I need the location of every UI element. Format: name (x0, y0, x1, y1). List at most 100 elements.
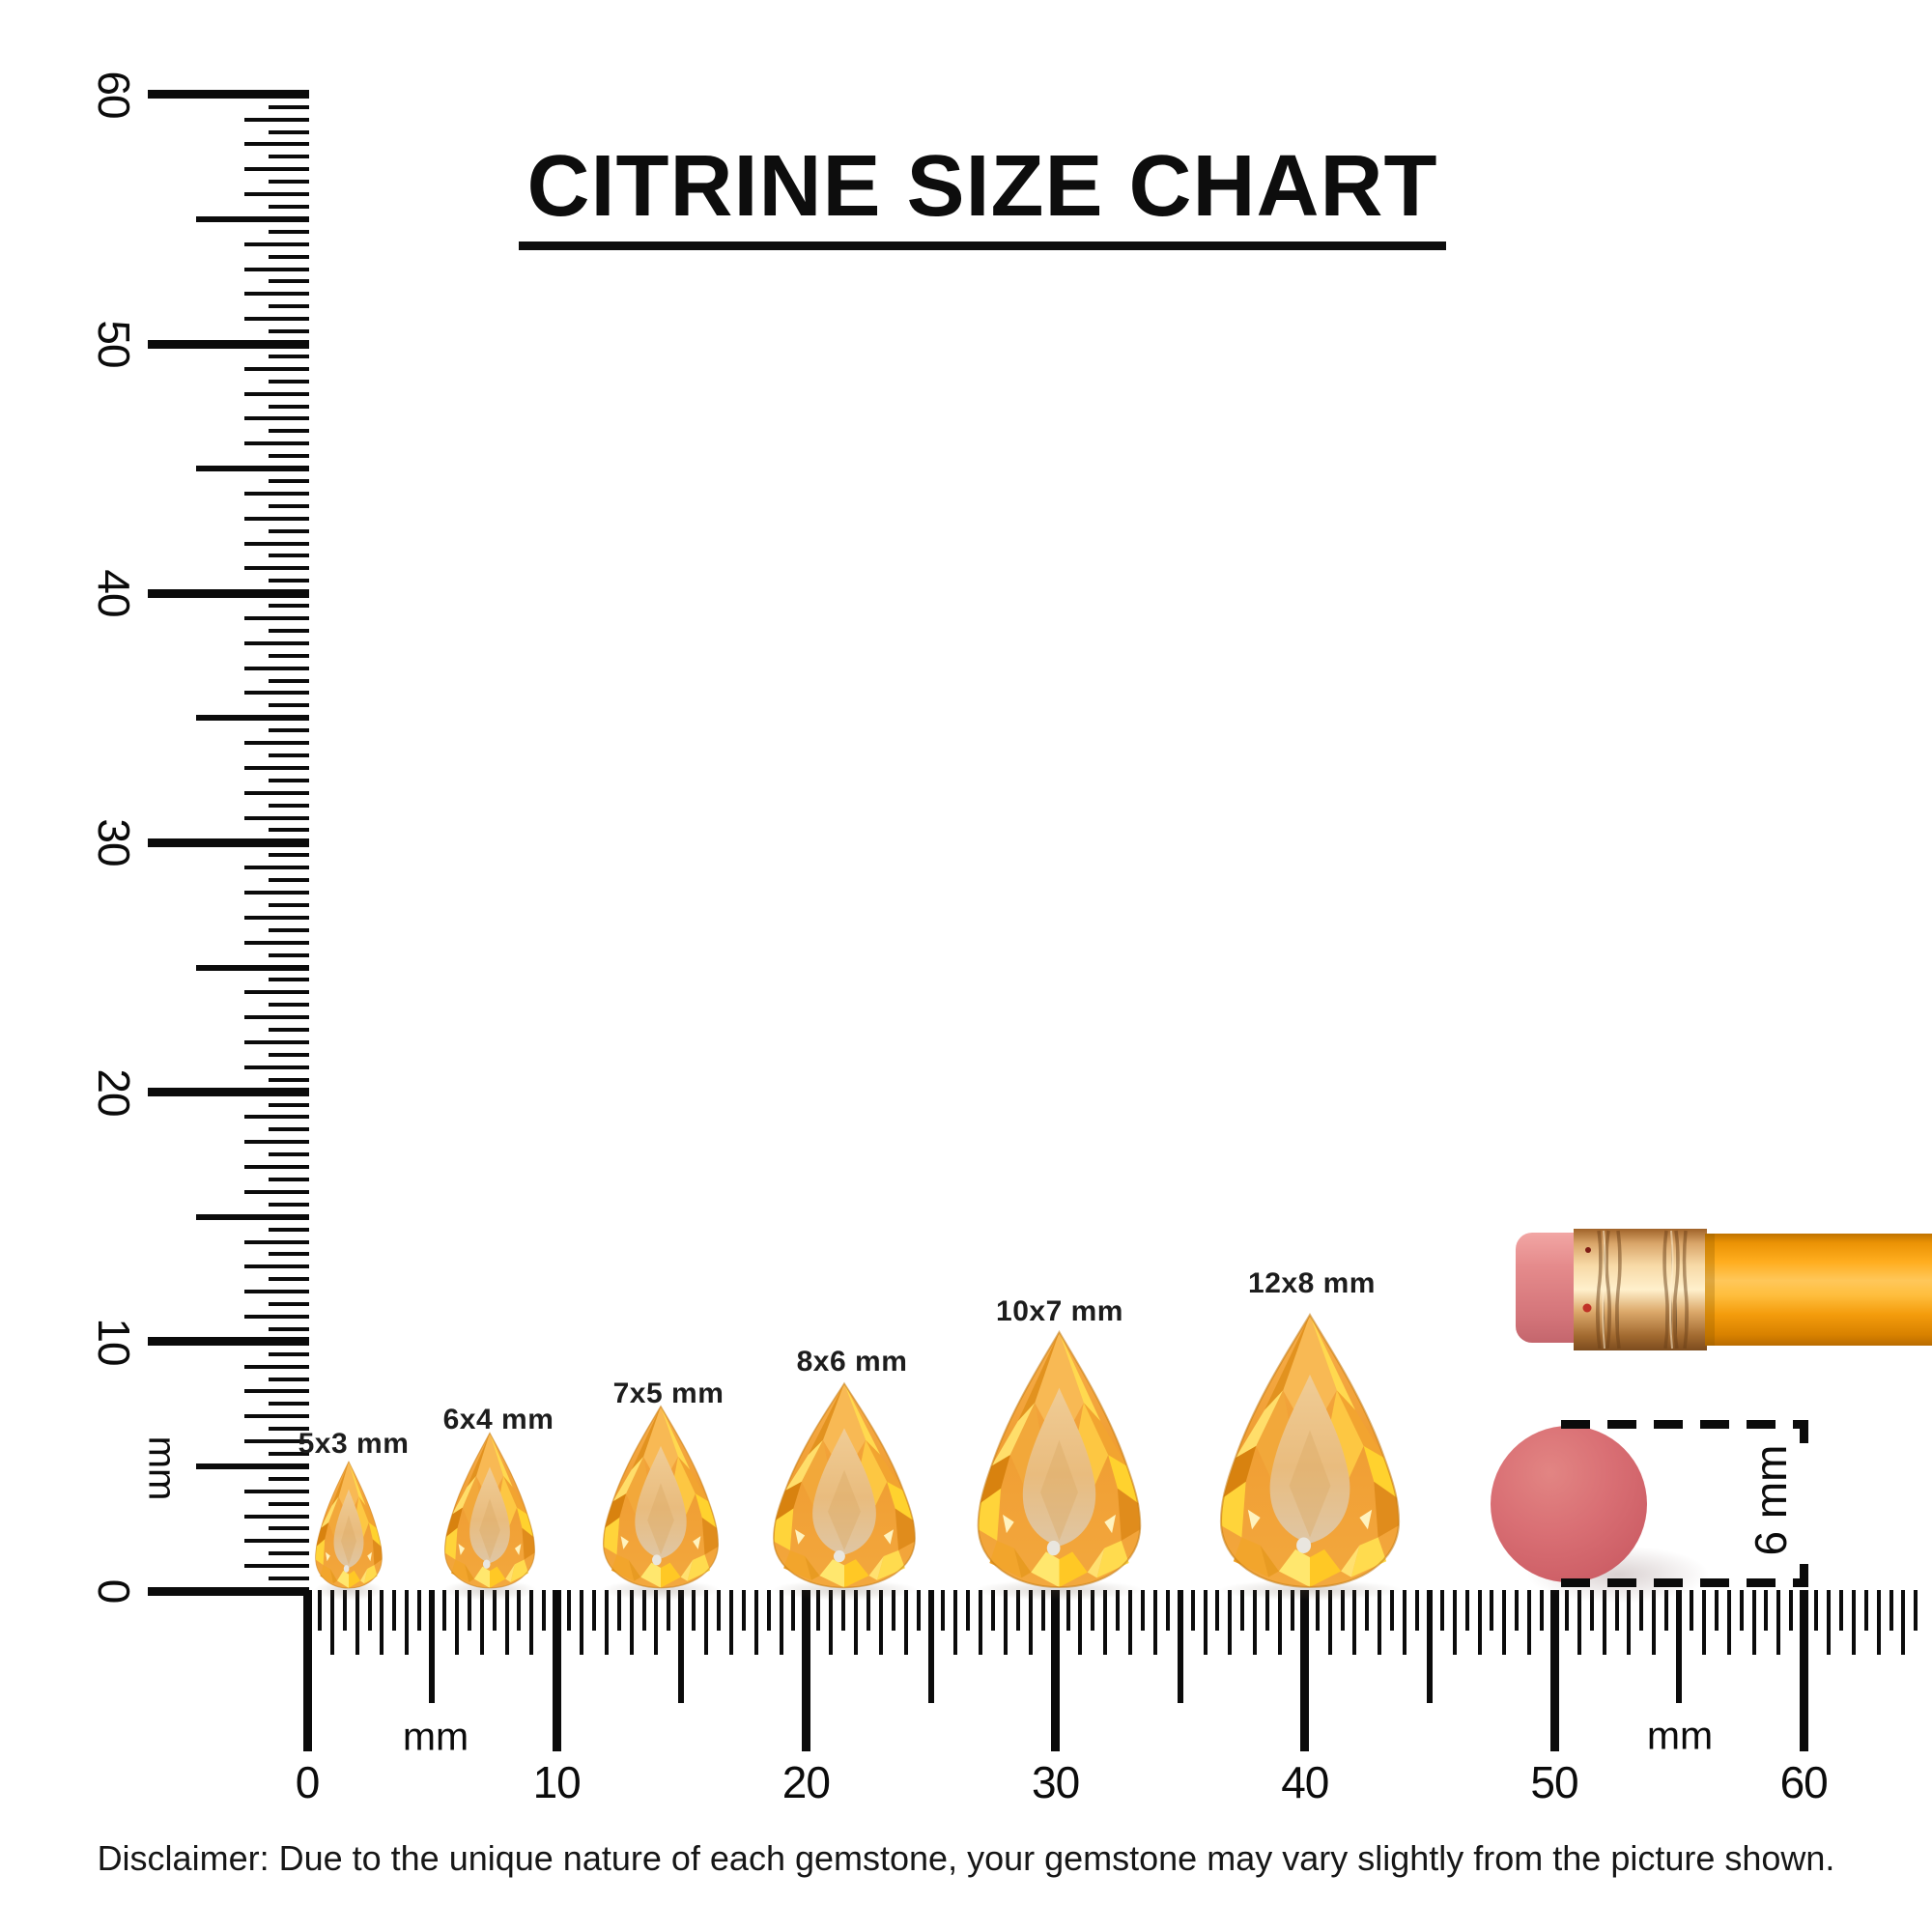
left-ruler-tick (269, 853, 309, 858)
left-ruler-tick (244, 741, 309, 746)
left-ruler-tick (196, 1213, 309, 1220)
left-ruler-tick (244, 790, 309, 795)
left-ruler-tick (269, 927, 309, 932)
bottom-ruler-tick (1051, 1590, 1061, 1751)
bottom-ruler-tick (667, 1590, 671, 1631)
ferrule-dot-large (1582, 1303, 1592, 1313)
bottom-ruler-tick (1614, 1590, 1619, 1631)
left-ruler-tick (244, 891, 309, 895)
left-ruler-tick (269, 379, 309, 384)
bottom-ruler-tick (616, 1590, 621, 1631)
left-ruler-tick (244, 366, 309, 371)
left-ruler-number: 30 (89, 818, 139, 867)
bottom-ruler-tick (1390, 1590, 1395, 1631)
left-ruler-tick (269, 628, 309, 633)
bottom-ruler-tick (903, 1590, 908, 1655)
bottom-ruler-tick (1028, 1590, 1033, 1655)
left-ruler-tick (148, 90, 309, 99)
bottom-ruler-tick (567, 1590, 572, 1631)
left-ruler-tick (269, 155, 309, 159)
left-ruler-tick (148, 1337, 309, 1347)
bottom-ruler-tick (704, 1590, 709, 1655)
left-ruler-tick (269, 129, 309, 134)
left-ruler-number: 40 (89, 569, 139, 617)
bottom-ruler-number: 30 (1032, 1757, 1080, 1807)
gem-shadow (314, 1579, 384, 1601)
bottom-ruler-tick (1378, 1590, 1382, 1655)
measure-line-top (1561, 1420, 1808, 1429)
gem-7x5mm (602, 1406, 720, 1589)
bottom-ruler-tick (492, 1590, 497, 1631)
left-ruler-tick (244, 516, 309, 521)
left-ruler-tick (269, 180, 309, 185)
left-ruler-number: 20 (89, 1068, 139, 1117)
left-ruler-tick (269, 604, 309, 609)
bottom-ruler-tick (1140, 1590, 1145, 1631)
gem-shadow (974, 1579, 1144, 1601)
bottom-ruler-tick (1814, 1590, 1819, 1631)
bottom-ruler-tick (1403, 1590, 1407, 1655)
left-ruler-tick (269, 1427, 309, 1432)
left-ruler-tick (148, 1088, 309, 1097)
left-ruler-tick (244, 491, 309, 496)
gem-size-label: 6x4 mm (442, 1404, 554, 1435)
left-ruler-tick (244, 1564, 309, 1569)
bottom-ruler-tick (717, 1590, 722, 1631)
bottom-ruler-tick (829, 1590, 834, 1655)
ferrule-crimp-lines (1595, 1230, 1690, 1350)
bottom-ruler-tick (1464, 1590, 1469, 1631)
left-ruler-tick (244, 765, 309, 770)
bottom-ruler-tick (1577, 1590, 1581, 1655)
left-ruler-number: 50 (89, 320, 139, 368)
bottom-ruler-unit-label-right: mm (1646, 1713, 1714, 1758)
bottom-ruler-number: 50 (1530, 1757, 1578, 1807)
bottom-ruler-tick (1116, 1590, 1121, 1631)
measure-stub-bottom (1800, 1564, 1808, 1587)
gem-10x7mm (977, 1330, 1141, 1589)
ferrule-dot-small (1585, 1247, 1591, 1253)
left-ruler-tick (244, 566, 309, 571)
left-ruler-tick (269, 279, 309, 284)
left-ruler-tick (244, 616, 309, 621)
bottom-ruler-tick (1439, 1590, 1444, 1631)
bottom-ruler-tick (1901, 1590, 1906, 1655)
bottom-ruler-tick (1527, 1590, 1532, 1655)
bottom-ruler-tick (1515, 1590, 1520, 1631)
left-ruler-tick (269, 1177, 309, 1181)
bottom-ruler-tick (1128, 1590, 1133, 1655)
left-ruler-tick (244, 317, 309, 322)
gem-size-label: 7x5 mm (612, 1378, 724, 1409)
bottom-ruler-tick (1365, 1590, 1370, 1631)
bottom-ruler-tick (1414, 1590, 1419, 1631)
bottom-ruler-tick (1776, 1590, 1781, 1655)
left-ruler-tick (244, 1364, 309, 1369)
left-ruler-tick (269, 254, 309, 259)
left-ruler-tick (269, 1351, 309, 1356)
eraser-dot (1491, 1426, 1647, 1582)
bottom-ruler-tick (801, 1590, 810, 1751)
left-ruler-tick (244, 1065, 309, 1069)
pencil-body-edge-shadow (1705, 1234, 1715, 1346)
bottom-ruler-tick (1315, 1590, 1320, 1631)
bottom-ruler-tick (916, 1590, 921, 1631)
left-ruler-tick (269, 479, 309, 483)
bottom-ruler-tick (1589, 1590, 1594, 1631)
left-ruler-tick (269, 579, 309, 583)
bottom-ruler-tick (891, 1590, 895, 1631)
left-ruler-tick (244, 1439, 309, 1444)
bottom-ruler-tick (1739, 1590, 1744, 1631)
left-ruler-tick (269, 952, 309, 957)
left-ruler-tick (269, 1451, 309, 1456)
bottom-ruler-tick (1477, 1590, 1482, 1655)
left-ruler-tick (244, 1115, 309, 1120)
bottom-ruler-tick (841, 1590, 846, 1631)
bottom-ruler-tick (1564, 1590, 1569, 1631)
measure-line-bottom (1561, 1578, 1808, 1587)
left-ruler-tick (244, 142, 309, 147)
left-ruler-tick (269, 1377, 309, 1381)
left-ruler-tick (244, 1039, 309, 1044)
left-ruler-tick (244, 866, 309, 870)
bottom-ruler-tick (479, 1590, 484, 1655)
bottom-ruler-tick (1602, 1590, 1606, 1655)
